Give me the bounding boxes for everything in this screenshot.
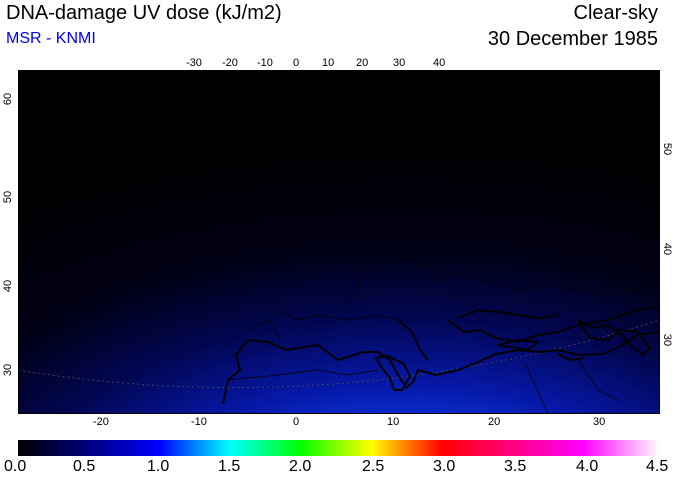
sky-condition-label: Clear-sky [573, 2, 658, 24]
bottom-lon-tick: 10 [387, 416, 400, 428]
top-lon-tick: 20 [356, 57, 369, 69]
left-lat-tick: 60 [2, 92, 15, 106]
uv-dose-map [18, 70, 660, 414]
top-lon-tick: 10 [322, 57, 335, 69]
left-lat-tick: 50 [2, 190, 15, 204]
scale-label: 0.0 [4, 458, 27, 475]
scale-label: 2.0 [289, 458, 312, 475]
map-border [18, 70, 660, 414]
map-svg [18, 70, 660, 414]
left-lat-tick: 30 [2, 363, 15, 377]
scale-label: 1.0 [147, 458, 170, 475]
latitude-gridline [18, 319, 660, 389]
color-scale-bar [18, 440, 660, 456]
scale-label: 4.0 [576, 458, 599, 475]
right-lat-tick: 50 [661, 142, 674, 156]
bottom-lon-tick: 20 [488, 416, 501, 428]
scale-label: 3.0 [433, 458, 456, 475]
country-borders [227, 249, 639, 414]
scale-label: 2.5 [362, 458, 385, 475]
right-lat-tick: 30 [661, 333, 674, 347]
scale-label: 0.5 [73, 458, 96, 475]
top-lon-tick: 0 [293, 57, 300, 69]
coastlines [222, 305, 660, 405]
right-lat-tick: 40 [661, 242, 674, 256]
scale-label: 4.5 [646, 458, 669, 475]
bottom-lon-tick: -10 [191, 416, 207, 428]
top-lon-tick: -10 [257, 57, 273, 69]
top-lon-tick: 30 [393, 57, 406, 69]
top-lon-tick: 40 [433, 57, 446, 69]
date-label: 30 December 1985 [487, 28, 658, 50]
scale-label: 1.5 [218, 458, 241, 475]
dose-field [18, 70, 660, 414]
top-lon-tick: -20 [222, 57, 238, 69]
bottom-lon-tick: 0 [293, 416, 300, 428]
bottom-lon-tick: 30 [593, 416, 606, 428]
left-lat-tick: 40 [2, 279, 15, 293]
source-label: MSR - KNMI [6, 30, 96, 47]
bottom-lon-tick: -20 [93, 416, 109, 428]
top-lon-tick: -30 [186, 57, 202, 69]
map-title: DNA-damage UV dose (kJ/m2) [6, 2, 282, 24]
scale-label: 3.5 [504, 458, 527, 475]
